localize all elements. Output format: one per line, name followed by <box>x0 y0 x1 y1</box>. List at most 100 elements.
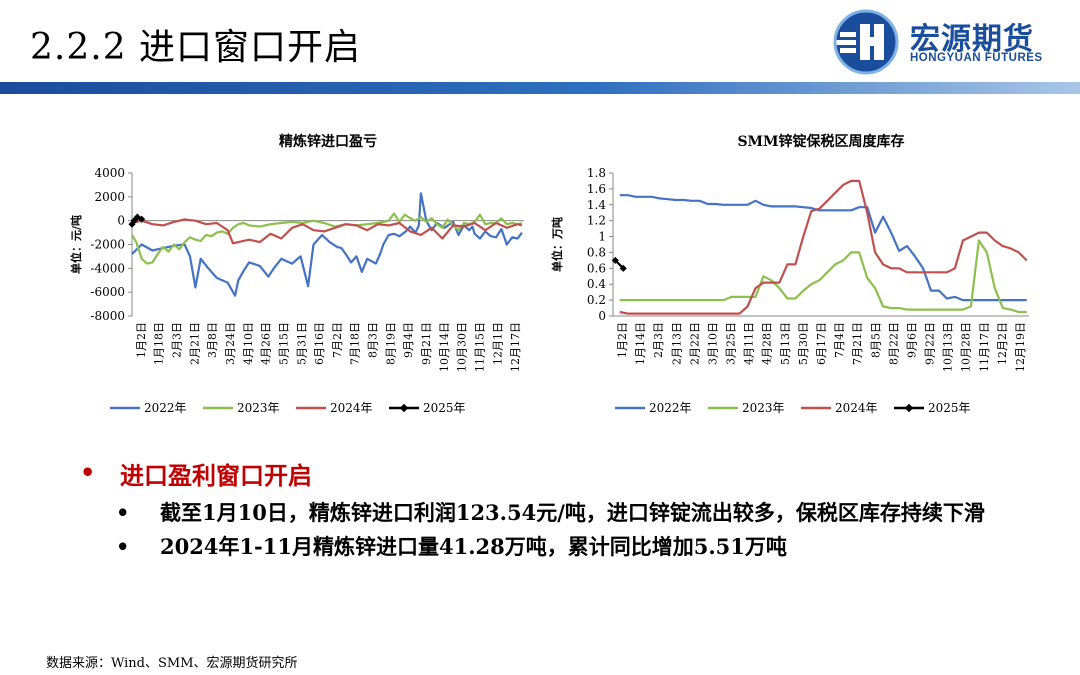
x-tick-label: 5月30日 <box>797 322 810 365</box>
x-tick-label: 12月2日 <box>996 322 1009 365</box>
import-profit-chart: 精炼锌进口盈亏 单位：元/吨 4000 2000 0 -2000 -4000 -6000 -80… <box>40 128 550 428</box>
bonded-inventory-chart: SMM锌锭保税区周度库存单位：万吨 1.8 1.6 1.4 1.2 1 0.8 0.6 0.4 0… <box>545 128 1055 428</box>
x-tick-label: 3月24日 <box>224 322 237 365</box>
x-tick-label: 10月14日 <box>438 322 451 372</box>
x-tick-label: 9月21日 <box>420 322 433 365</box>
y-tick-label: -8000 <box>90 309 125 323</box>
x-tick-label: 9月6日 <box>905 322 918 358</box>
logo-emblem-icon <box>833 9 899 75</box>
x-tick-label: 10月30日 <box>456 322 469 372</box>
x-tick-label: 4月26日 <box>260 322 273 365</box>
x-tick-label: 3月10日 <box>706 322 719 365</box>
x-tick-label: 1月18日 <box>153 322 166 365</box>
x-tick-label: 1月2日 <box>135 322 148 358</box>
x-tick-label: 7月18日 <box>349 322 362 365</box>
x-tick-label: 1月14日 <box>634 322 647 365</box>
x-tick-label: 9月22日 <box>924 322 937 365</box>
y-tick-label: 0 <box>598 309 606 323</box>
y-tick-label: 2000 <box>94 190 125 204</box>
main-bullet: • 进口盈利窗口开启 <box>80 456 1060 496</box>
y-tick-label: 0.4 <box>587 277 606 291</box>
y-axis-label: 单位：万吨 <box>550 217 564 272</box>
page-title: 2.2.2 进口窗口开启 <box>30 27 362 68</box>
y-tick-label: 0.2 <box>587 293 606 307</box>
y-tick-label: 0 <box>117 214 125 228</box>
y-tick-label: 0.8 <box>587 245 606 259</box>
legend-label: 2025年 <box>928 401 971 415</box>
x-tick-label: 11月15日 <box>473 322 486 372</box>
sub-bullet-text: 截至1月10日，精炼锌进口利润123.54元/吨，进口锌锭流出较多，保税区库存持… <box>160 500 985 525</box>
x-tick-label: 2月3日 <box>171 322 184 358</box>
chart-title: SMM锌锭保税区周度库存 <box>737 133 904 150</box>
x-tick-label: 8月22日 <box>887 322 900 365</box>
legend-label: 2024年 <box>835 401 878 415</box>
legend-label: 2024年 <box>330 401 373 415</box>
bullet-section: • 进口盈利窗口开启 • 截至1月10日，精炼锌进口利润123.54元/吨，进口… <box>80 456 1060 564</box>
sub-bullet: • 2024年1-11月精炼锌进口量41.28万吨，累计同比增加5.51万吨 <box>116 530 1060 564</box>
y-tick-label: 1.4 <box>587 198 606 212</box>
x-tick-label: 6月17日 <box>815 322 828 365</box>
x-tick-label: 8月5日 <box>869 322 882 358</box>
bullet-dot: • <box>116 534 130 559</box>
x-tick-label: 10月13日 <box>942 322 955 372</box>
bullet-dot: • <box>116 500 130 525</box>
x-tick-label: 8月3日 <box>367 322 380 358</box>
x-tick-label: 10月28日 <box>960 322 973 372</box>
x-tick-label: 2月22日 <box>688 322 701 365</box>
data-source-note: 数据来源：Wind、SMM、宏源期货研究所 <box>46 656 298 671</box>
x-tick-label: 12月1日 <box>491 322 504 365</box>
y-tick-label: 4000 <box>94 166 125 180</box>
x-tick-label: 9月4日 <box>402 322 415 358</box>
y-tick-label: 1.2 <box>587 214 606 228</box>
legend-label: 2022年 <box>144 401 187 415</box>
x-tick-label: 2月3日 <box>652 322 665 358</box>
x-tick-label: 4月11日 <box>743 322 756 365</box>
logo-chinese-name: 宏源期货 <box>910 22 1034 57</box>
y-tick-label: -2000 <box>90 238 125 252</box>
series-line <box>619 239 1027 314</box>
series-line <box>131 192 523 297</box>
bullet-dot: • <box>80 458 96 487</box>
x-tick-label: 3月25日 <box>725 322 738 365</box>
x-tick-label: 4月28日 <box>761 322 774 365</box>
legend-label: 2023年 <box>237 401 280 415</box>
legend-label: 2022年 <box>649 401 692 415</box>
x-tick-label: 5月15日 <box>277 322 290 365</box>
sub-bullet-text: 2024年1-11月精炼锌进口量41.28万吨，累计同比增加5.51万吨 <box>160 534 787 559</box>
series-marker <box>138 215 146 223</box>
legend-label: 2023年 <box>742 401 785 415</box>
x-tick-label: 12月19日 <box>1014 322 1027 372</box>
x-tick-label: 4月10日 <box>242 322 255 365</box>
legend-label: 2025年 <box>423 401 466 415</box>
x-tick-label: 5月13日 <box>779 322 792 365</box>
x-tick-label: 1月2日 <box>616 322 629 358</box>
x-tick-label: 2月21日 <box>188 322 201 365</box>
y-axis-label: 单位：元/吨 <box>69 215 83 274</box>
x-tick-label: 5月31日 <box>295 322 308 365</box>
series-line <box>131 218 523 245</box>
logo-english-name: HONGYUAN FUTURES <box>910 52 1043 64</box>
y-tick-label: -6000 <box>90 285 125 299</box>
main-bullet-text: 进口盈利窗口开启 <box>120 461 312 490</box>
x-tick-label: 6月16日 <box>313 322 326 365</box>
series-line <box>619 194 1027 302</box>
series-line <box>619 179 1028 315</box>
y-tick-label: 1.8 <box>587 166 606 180</box>
x-tick-label: 7月4日 <box>833 322 846 358</box>
x-tick-label: 12月17日 <box>509 322 522 372</box>
y-tick-label: 1.6 <box>587 182 606 196</box>
legend-marker <box>904 403 914 413</box>
x-tick-label: 7月21日 <box>851 322 864 365</box>
x-tick-label: 3月8日 <box>206 322 219 358</box>
y-tick-label: 1 <box>598 230 606 244</box>
y-tick-label: 0.6 <box>587 261 606 275</box>
x-tick-label: 7月2日 <box>331 322 344 358</box>
header-divider <box>0 82 1080 94</box>
legend-marker <box>399 403 409 413</box>
x-tick-label: 2月13日 <box>670 322 683 365</box>
x-tick-label: 11月17日 <box>978 322 991 372</box>
chart-title: 精炼锌进口盈亏 <box>279 133 377 150</box>
x-tick-label: 8月19日 <box>384 322 397 365</box>
company-logo: 宏源期货 HONGYUAN FUTURES <box>830 8 1070 76</box>
